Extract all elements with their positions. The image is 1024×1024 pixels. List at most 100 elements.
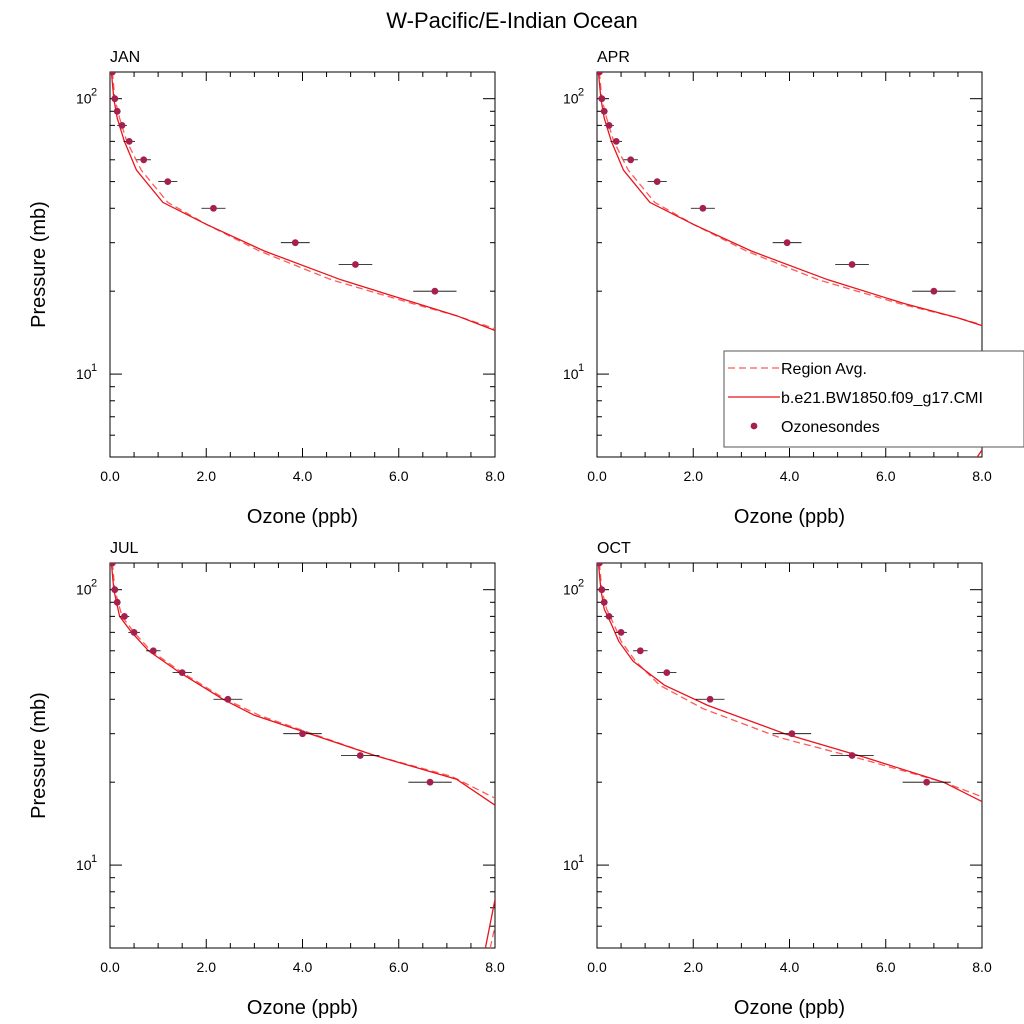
x-tick-label: 8.0: [485, 959, 505, 975]
x-tick-label: 4.0: [293, 959, 313, 975]
sonde-point: [111, 95, 119, 103]
sonde-point: [130, 628, 138, 636]
sonde-point: [210, 204, 217, 212]
sonde-point: [121, 612, 128, 620]
sonde-point: [653, 178, 661, 185]
chart-legend: Region Avg. b.e21.BW1850.f09_g17.CMI Ozone…: [723, 350, 1024, 448]
x-tick-label: 4.0: [293, 468, 313, 484]
sonde-point: [178, 669, 186, 676]
sonde-point: [110, 563, 116, 567]
sonde-point: [164, 178, 172, 185]
plot-area: [110, 563, 495, 948]
y-tick-label: 10: [563, 91, 579, 107]
legend-entry: Ozonesondes: [781, 419, 880, 436]
sonde-point: [783, 239, 791, 247]
sonde-point: [111, 586, 119, 594]
x-axis-label: Ozone (ppb): [247, 506, 358, 528]
sonde-point: [113, 598, 121, 606]
x-tick-label: 8.0: [485, 468, 505, 484]
y-tick-label: 10: [563, 366, 579, 382]
sonde-point: [848, 261, 856, 268]
plot-area: [597, 563, 982, 803]
x-axis-label: Ozone (ppb): [734, 997, 845, 1019]
sonde-point: [118, 121, 126, 129]
model-line: [597, 72, 982, 327]
region-avg-line: [598, 72, 982, 326]
x-tick-label: 0.0: [587, 468, 607, 484]
plot-area: [597, 72, 982, 457]
panel-label: JUL: [110, 540, 139, 557]
sonde-point: [431, 287, 439, 295]
plot-frame: [109, 71, 496, 458]
y-tick-label: 10: [76, 91, 92, 107]
sonde-point: [663, 669, 671, 676]
sonde-point: [617, 628, 625, 636]
sonde-point: [930, 287, 938, 295]
y-tick-exponent: 1: [578, 853, 584, 865]
y-tick-exponent: 2: [578, 87, 584, 99]
model-line: [484, 899, 495, 948]
sonde-point: [788, 730, 796, 738]
x-tick-label: 2.0: [197, 468, 217, 484]
sonde-point: [848, 752, 856, 759]
sonde-point: [636, 647, 644, 655]
sonde-point: [140, 156, 148, 164]
sonde-point: [699, 204, 707, 212]
x-axis-label: Ozone (ppb): [734, 506, 845, 528]
region-avg-line: [111, 72, 495, 330]
plot-area: [110, 72, 495, 332]
legend-marker-swatch: [750, 422, 758, 430]
sonde-point: [627, 156, 635, 164]
sonde-point: [597, 563, 603, 567]
legend-entry: b.e21.BW1850.f09_g17.CMI: [781, 390, 983, 407]
y-tick-exponent: 1: [91, 853, 97, 865]
y-tick-exponent: 1: [578, 362, 584, 374]
x-tick-label: 0.0: [587, 959, 607, 975]
sonde-point: [600, 598, 608, 606]
x-tick-label: 6.0: [389, 959, 409, 975]
x-tick-label: 4.0: [780, 468, 800, 484]
sonde-point: [356, 752, 364, 759]
figure-title: W-Pacific/E-Indian Ocean: [386, 8, 637, 33]
x-axis-label: Ozone (ppb): [247, 997, 358, 1019]
y-tick-exponent: 2: [91, 87, 97, 99]
region-avg-line: [489, 926, 495, 948]
x-tick-label: 0.0: [100, 468, 120, 484]
sonde-point: [706, 695, 714, 703]
x-tick-label: 0.0: [100, 959, 120, 975]
sonde-point: [597, 72, 603, 76]
y-tick-exponent: 2: [91, 578, 97, 590]
legend-box: [723, 350, 1024, 448]
sonde-point: [600, 107, 608, 115]
sonde-point: [110, 72, 116, 76]
y-tick-label: 10: [76, 366, 92, 382]
sonde-point: [291, 239, 299, 247]
sonde-point: [598, 95, 606, 103]
sonde-point: [224, 695, 232, 703]
x-tick-label: 4.0: [780, 959, 800, 975]
sonde-point: [605, 612, 613, 620]
model-line: [976, 449, 982, 457]
sonde-point: [113, 107, 121, 115]
panel-label: APR: [597, 49, 630, 66]
y-tick-exponent: 1: [91, 362, 97, 374]
sonde-point: [426, 778, 434, 786]
sonde-point: [612, 137, 620, 145]
plot-frame: [596, 562, 983, 949]
sonde-point: [598, 586, 606, 594]
y-tick-exponent: 2: [578, 578, 584, 590]
y-tick-label: 10: [563, 857, 579, 873]
region-avg-line: [111, 563, 495, 799]
y-tick-label: 10: [76, 582, 92, 598]
x-tick-label: 6.0: [876, 959, 896, 975]
panel-label: JAN: [110, 49, 140, 66]
region-avg-line: [598, 563, 982, 798]
y-tick-label: 10: [76, 857, 92, 873]
y-tick-label: 10: [563, 582, 579, 598]
x-tick-label: 6.0: [389, 468, 409, 484]
